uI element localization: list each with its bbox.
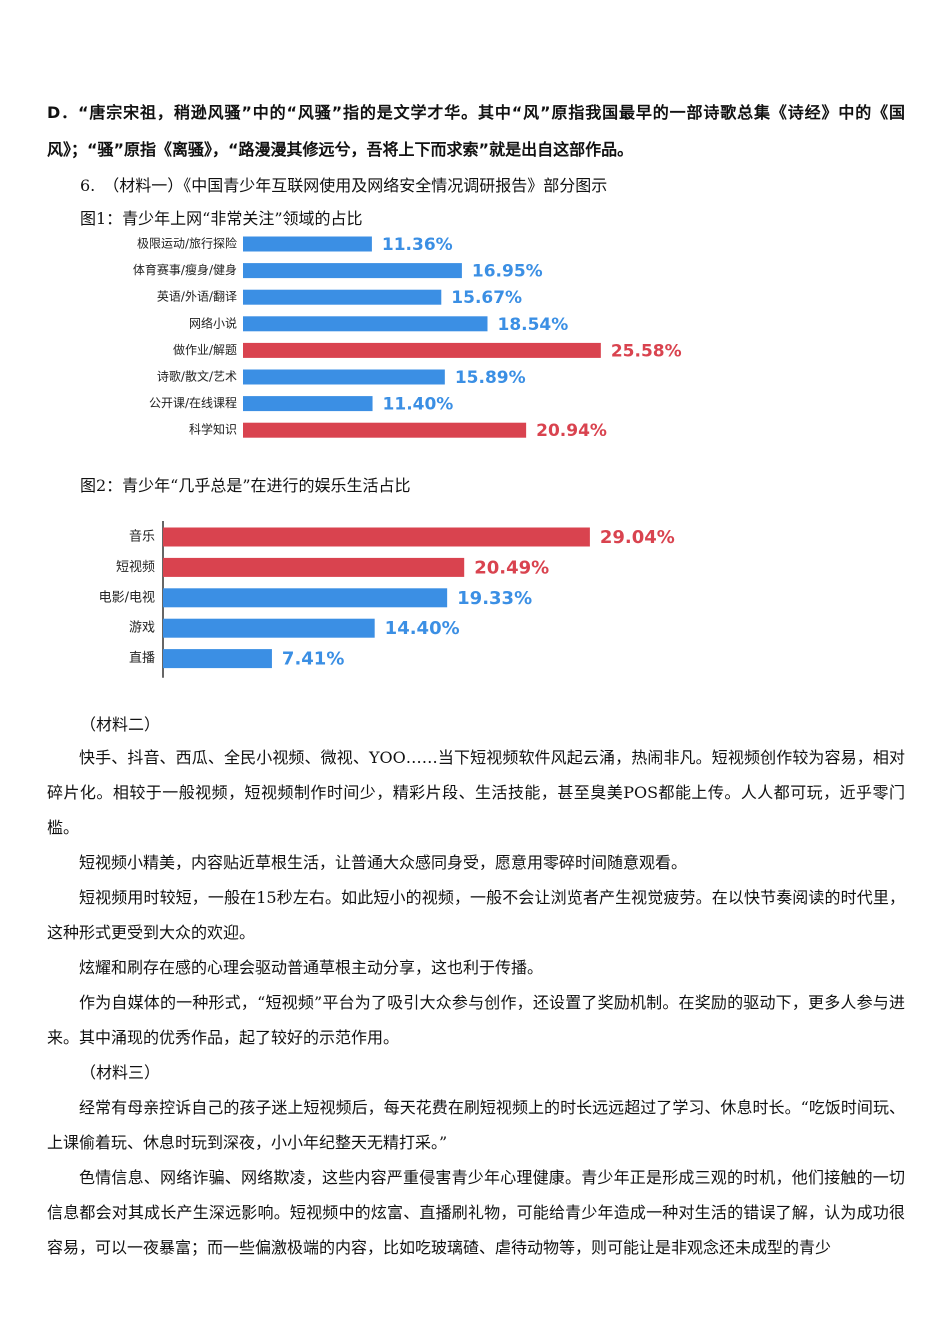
option-d: D．“唐宗宋祖，稍逊风骚”中的“风骚”指的是文学才华。其中“风”原指我国最早的一… — [47, 103, 905, 159]
value-label: 14.40% — [385, 618, 460, 639]
paragraph: 短视频小精美，内容贴近草根生活，让普通大众感同身受，愿意用零碎时间随意观看。 — [79, 853, 688, 872]
value-label: 20.94% — [536, 421, 607, 441]
paragraph: 炫耀和刷存在感的心理会驱动普通草根主动分享，这也利于传播。 — [79, 958, 544, 977]
paragraph: 色情信息、网络诈骗、网络欺凌，这些内容严重侵害青少年心理健康。青少年正是形成三观… — [47, 1168, 905, 1257]
category-label: 科学知识 — [189, 422, 237, 437]
bar — [243, 422, 527, 438]
value-label: 15.67% — [451, 288, 522, 308]
question: 6. （材料一）《中国青少年互联网使用及网络安全情况调研报告》部分图示 — [80, 176, 608, 195]
bar — [163, 527, 590, 547]
value-label: 11.36% — [382, 235, 453, 255]
bar — [243, 316, 488, 332]
value-label: 7.41% — [282, 649, 344, 670]
bar — [163, 557, 465, 577]
heading: （材料三） — [80, 1063, 161, 1082]
heading: （材料二） — [80, 715, 161, 734]
bar — [163, 618, 375, 638]
section: 快手、抖音、西瓜、全民小视频、微视、YOO……当下短视频软件风起云涌，热闹非凡。… — [0, 740, 905, 1265]
paragraph: 作为自媒体的一种形式，“短视频”平台为了吸引大众参与创作，还设置了奖励机制。在奖… — [47, 993, 905, 1047]
bar — [243, 263, 462, 279]
figure-caption: 图2：青少年“几乎总是”在进行的娱乐生活占比 — [80, 476, 411, 495]
figure-caption: 图1：青少年上网“非常关注”领域的占比 — [80, 209, 363, 228]
value-label: 19.33% — [457, 588, 532, 609]
category-label: 直播 — [129, 651, 155, 666]
category-label: 做作业/解题 — [173, 342, 237, 357]
value-label: 25.58% — [611, 341, 682, 361]
bar — [243, 236, 372, 252]
chart: 音乐 29.04% 短视频 20.49% 电影/电视 19.33% 游戏 14.40% 直播 7.… — [99, 521, 675, 678]
value-label: 20.49% — [474, 557, 549, 578]
bar — [163, 588, 448, 608]
bar — [243, 369, 445, 385]
category-label: 诗歌/散文/艺术 — [157, 369, 237, 384]
category-label: 音乐 — [129, 529, 155, 545]
bar — [243, 396, 373, 412]
category-label: 短视频 — [116, 560, 155, 575]
bar — [243, 289, 442, 305]
value-label: 11.40% — [383, 395, 454, 415]
value-label: 16.95% — [472, 262, 543, 282]
value-label: 15.89% — [455, 368, 526, 388]
bar — [163, 649, 272, 669]
paragraph: 快手、抖音、西瓜、全民小视频、微视、YOO……当下短视频软件风起云涌，热闹非凡。… — [47, 748, 905, 837]
paragraph: 短视频用时较短，一般在15秒左右。如此短小的视频，一般不会让浏览者产生视觉疲劳。… — [47, 888, 905, 942]
category-label: 网络小说 — [189, 315, 237, 330]
category-label: 电影/电视 — [99, 590, 155, 605]
category-label: 英语/外语/翻译 — [157, 290, 237, 304]
category-label: 体育赛事/瘦身/健身 — [133, 262, 237, 277]
chart: 极限运动/旅行探险 11.36% 体育赛事/瘦身/健身 16.95% 英语/外语/翻译 1… — [133, 235, 682, 441]
paragraph: 经常有母亲控诉自己的孩子迷上短视频后，每天花费在刷短视频上的时长远远超过了学习、… — [47, 1098, 905, 1152]
value-label: 29.04% — [600, 527, 675, 548]
bar — [243, 342, 601, 358]
category-label: 极限运动/旅行探险 — [137, 236, 237, 251]
category-label: 公开课/在线课程 — [149, 395, 237, 410]
value-label: 18.54% — [497, 315, 568, 335]
category-label: 游戏 — [129, 621, 155, 636]
